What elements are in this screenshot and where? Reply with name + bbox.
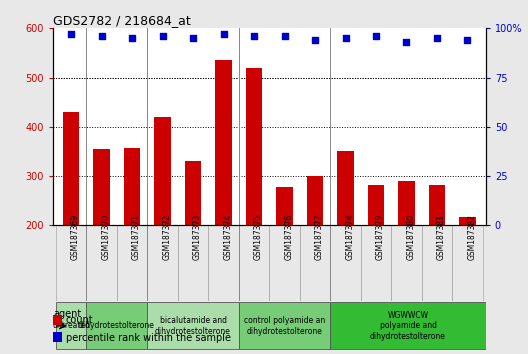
Text: GSM187371: GSM187371	[132, 214, 141, 260]
Point	[402, 39, 411, 45]
Text: dihydrotestolterone: dihydrotestolterone	[79, 321, 155, 330]
Text: count: count	[66, 315, 93, 325]
Bar	[246, 68, 262, 225]
Point	[372, 33, 380, 39]
Text: agent: agent	[53, 308, 82, 319]
Bar	[276, 187, 293, 225]
Bar	[398, 181, 415, 225]
Bar	[124, 148, 140, 225]
Text: GSM187374: GSM187374	[223, 213, 232, 260]
Bar	[87, 225, 117, 301]
Text: percentile rank within the sample: percentile rank within the sample	[66, 333, 231, 343]
Bar	[147, 225, 178, 301]
Bar	[215, 60, 232, 225]
Bar	[300, 225, 330, 301]
Point	[463, 37, 472, 43]
FancyBboxPatch shape	[147, 302, 239, 349]
FancyBboxPatch shape	[330, 302, 486, 349]
Bar	[269, 225, 300, 301]
Point	[341, 35, 350, 41]
Bar	[63, 112, 80, 225]
Bar	[422, 225, 452, 301]
Bar	[117, 225, 147, 301]
Text: GSM187381: GSM187381	[437, 214, 446, 260]
Text: GSM187372: GSM187372	[163, 214, 172, 260]
Bar	[459, 217, 476, 225]
Point	[97, 33, 106, 39]
Text: GSM187379: GSM187379	[376, 213, 385, 260]
Bar	[330, 225, 361, 301]
Bar	[391, 225, 422, 301]
Text: GSM187375: GSM187375	[254, 213, 263, 260]
Point	[280, 33, 289, 39]
Bar	[209, 225, 239, 301]
Bar	[185, 161, 202, 225]
Bar	[154, 117, 171, 225]
Text: GDS2782 / 218684_at: GDS2782 / 218684_at	[53, 14, 191, 27]
Bar	[56, 225, 87, 301]
Text: GSM187369: GSM187369	[71, 213, 80, 260]
Text: control polyamide an
dihydrotestolterone: control polyamide an dihydrotestolterone	[244, 316, 325, 336]
Bar	[93, 149, 110, 225]
Point	[219, 32, 228, 37]
Text: GSM187380: GSM187380	[407, 214, 416, 260]
Text: untreated: untreated	[52, 321, 90, 330]
Text: GSM187370: GSM187370	[101, 213, 110, 260]
Bar	[429, 184, 445, 225]
Point	[158, 33, 167, 39]
Bar	[367, 184, 384, 225]
FancyBboxPatch shape	[56, 302, 87, 349]
FancyBboxPatch shape	[87, 302, 147, 349]
Text: GSM187377: GSM187377	[315, 213, 324, 260]
Text: GSM187376: GSM187376	[285, 213, 294, 260]
Point	[433, 35, 441, 41]
Bar	[452, 225, 483, 301]
Point	[250, 33, 258, 39]
Text: GSM187378: GSM187378	[345, 214, 354, 260]
Point	[67, 32, 76, 37]
Text: GSM187382: GSM187382	[467, 214, 476, 260]
Text: GSM187373: GSM187373	[193, 213, 202, 260]
Point	[311, 37, 319, 43]
Text: bicalutamide and
dihydrotestolterone: bicalutamide and dihydrotestolterone	[155, 316, 231, 336]
Point	[128, 35, 136, 41]
FancyBboxPatch shape	[239, 302, 330, 349]
Bar	[178, 225, 209, 301]
Point	[189, 35, 197, 41]
Bar	[307, 176, 324, 225]
Bar	[361, 225, 391, 301]
Text: WGWWCW
polyamide and
dihydrotestolterone: WGWWCW polyamide and dihydrotestolterone	[370, 311, 446, 341]
Bar	[337, 150, 354, 225]
Bar	[239, 225, 269, 301]
